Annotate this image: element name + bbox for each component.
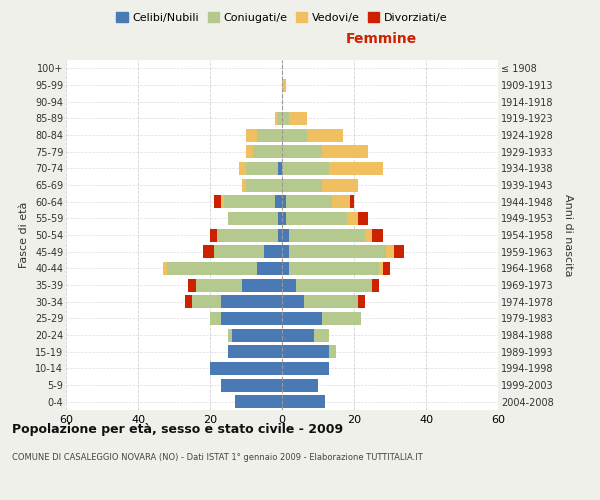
Bar (228, 328, 232, 342)
Bar (239, 162, 246, 175)
Bar (221, 195, 224, 208)
Bar (282, 128, 307, 141)
Bar (332, 195, 350, 208)
Bar (278, 112, 282, 125)
Text: Popolazione per età, sesso e stato civile - 2009: Popolazione per età, sesso e stato civil… (12, 422, 343, 436)
Bar (372, 228, 383, 241)
Legend: Celibi/Nubili, Coniugati/e, Vedovi/e, Divorziati/e: Celibi/Nubili, Coniugati/e, Vedovi/e, Di… (112, 8, 452, 28)
Bar (289, 228, 365, 241)
Bar (235, 395, 282, 408)
Bar (282, 162, 329, 175)
Bar (192, 295, 221, 308)
Bar (289, 112, 307, 125)
Bar (372, 278, 379, 291)
Bar (282, 362, 329, 375)
Bar (314, 328, 329, 342)
Bar (242, 178, 246, 192)
Bar (282, 295, 304, 308)
Bar (282, 228, 289, 241)
Bar (228, 212, 278, 225)
Bar (282, 312, 322, 325)
Bar (282, 278, 296, 291)
Bar (289, 245, 386, 258)
Bar (167, 262, 257, 275)
Bar (282, 395, 325, 408)
Text: COMUNE DI CASALEGGIO NOVARA (NO) - Dati ISTAT 1° gennaio 2009 - Elaborazione TUT: COMUNE DI CASALEGGIO NOVARA (NO) - Dati … (12, 452, 423, 462)
Bar (242, 278, 282, 291)
Bar (289, 262, 379, 275)
Bar (282, 178, 322, 192)
Bar (253, 145, 282, 158)
Bar (210, 312, 221, 325)
Bar (286, 212, 347, 225)
Bar (214, 245, 264, 258)
Bar (365, 228, 372, 241)
Bar (347, 212, 358, 225)
Bar (282, 195, 286, 208)
Y-axis label: Anni di nascita: Anni di nascita (563, 194, 573, 276)
Bar (358, 212, 368, 225)
Bar (257, 128, 282, 141)
Bar (185, 295, 192, 308)
Bar (350, 195, 354, 208)
Bar (275, 112, 278, 125)
Bar (394, 245, 404, 258)
Bar (282, 378, 318, 392)
Bar (282, 262, 289, 275)
Bar (322, 145, 368, 158)
Bar (210, 362, 282, 375)
Bar (322, 178, 358, 192)
Bar (246, 145, 253, 158)
Bar (257, 262, 282, 275)
Bar (232, 328, 282, 342)
Bar (383, 262, 390, 275)
Bar (214, 195, 221, 208)
Bar (282, 212, 286, 225)
Bar (329, 162, 383, 175)
Bar (203, 245, 214, 258)
Bar (196, 278, 242, 291)
Bar (358, 295, 365, 308)
Bar (296, 278, 372, 291)
Bar (221, 378, 282, 392)
Y-axis label: Fasce di età: Fasce di età (19, 202, 29, 268)
Bar (282, 328, 314, 342)
Bar (322, 312, 361, 325)
Bar (224, 195, 275, 208)
Text: Femmine: Femmine (346, 32, 417, 46)
Bar (286, 195, 332, 208)
Bar (282, 112, 289, 125)
Bar (386, 245, 394, 258)
Bar (163, 262, 167, 275)
Bar (282, 78, 286, 92)
Bar (246, 128, 257, 141)
Bar (188, 278, 196, 291)
Bar (264, 245, 282, 258)
Bar (246, 162, 278, 175)
Bar (221, 295, 282, 308)
Bar (217, 228, 278, 241)
Bar (246, 178, 282, 192)
Bar (379, 262, 383, 275)
Bar (307, 128, 343, 141)
Bar (228, 345, 282, 358)
Bar (275, 195, 282, 208)
Bar (278, 212, 282, 225)
Bar (282, 245, 289, 258)
Bar (221, 312, 282, 325)
Bar (210, 228, 217, 241)
Bar (278, 228, 282, 241)
Bar (282, 345, 329, 358)
Bar (304, 295, 358, 308)
Bar (329, 345, 336, 358)
Bar (278, 162, 282, 175)
Bar (282, 145, 322, 158)
